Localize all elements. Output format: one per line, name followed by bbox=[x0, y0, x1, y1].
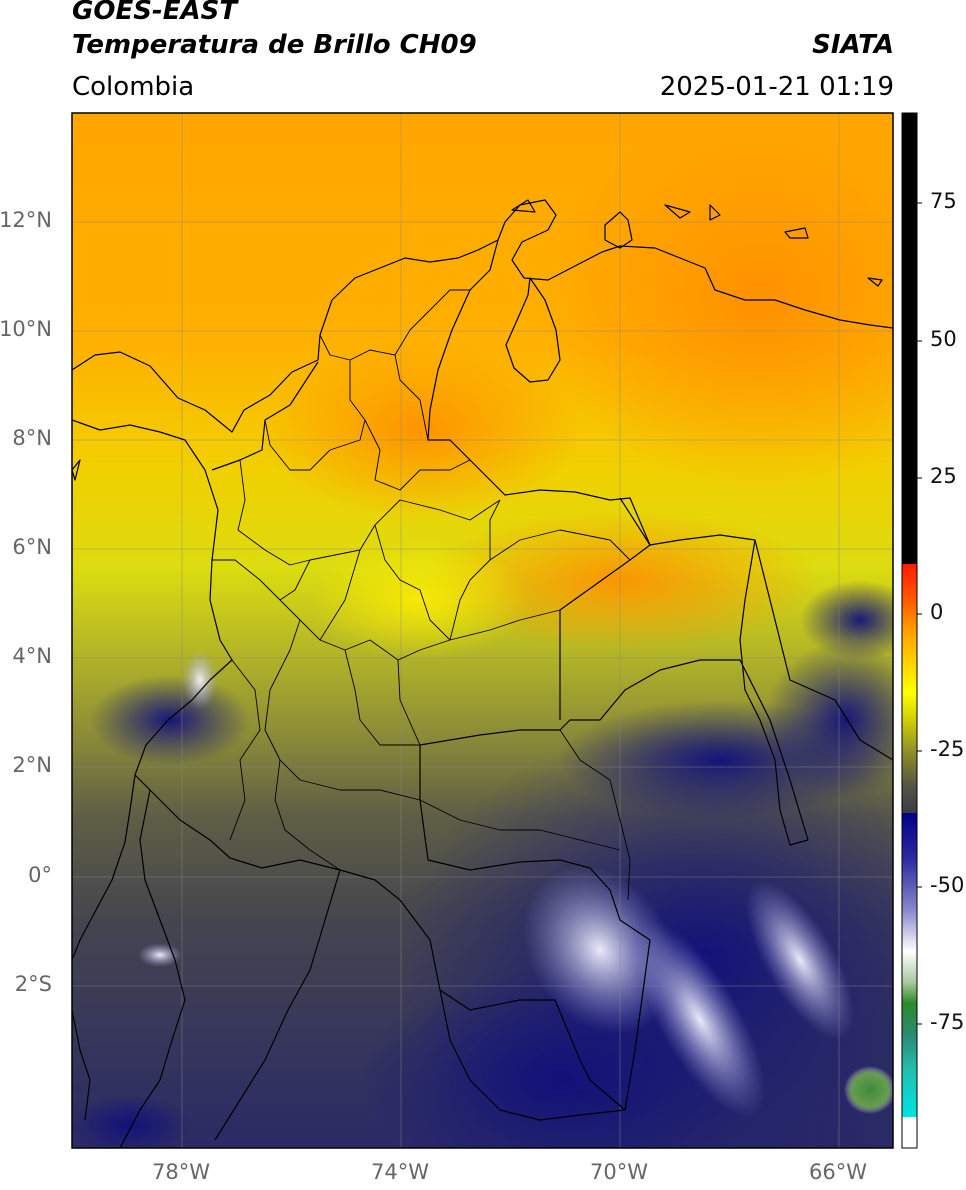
lat-label: 12°N bbox=[0, 208, 52, 232]
datetime-label: 2025-01-21 01:19 bbox=[659, 72, 894, 102]
lon-label: 70°W bbox=[590, 1160, 648, 1184]
colorbar-tick-label: -75 bbox=[930, 1010, 965, 1034]
lat-label: 2°S bbox=[14, 972, 52, 996]
brightness-temperature-field bbox=[72, 113, 893, 1148]
department-borders bbox=[212, 289, 631, 901]
lon-label: 78°W bbox=[152, 1160, 210, 1184]
lat-label: 4°N bbox=[12, 644, 52, 668]
colorbar-tick-label: 25 bbox=[930, 464, 957, 488]
map-gridlines bbox=[72, 113, 893, 1148]
map-frame bbox=[71, 112, 894, 1149]
colorbar-ticks bbox=[917, 202, 922, 1025]
title-line-2: Temperatura de Brillo CH09 bbox=[72, 30, 477, 60]
title-line-1: GOES-EAST bbox=[72, 0, 238, 26]
lat-label: 2°N bbox=[12, 753, 52, 777]
colorbar bbox=[901, 112, 918, 1149]
colorbar-tick-label: -25 bbox=[930, 737, 965, 761]
lat-label: 8°N bbox=[12, 426, 52, 450]
lat-label: 0° bbox=[28, 863, 52, 887]
lon-label: 66°W bbox=[809, 1160, 867, 1184]
colorbar-tick-label: 0 bbox=[930, 600, 944, 624]
lon-label: 74°W bbox=[371, 1160, 429, 1184]
colorbar-tick-label: 50 bbox=[930, 327, 957, 351]
lat-label: 6°N bbox=[12, 535, 52, 559]
colorbar-tick-label: -50 bbox=[930, 873, 965, 897]
colorbar-tick-label: 75 bbox=[930, 189, 957, 213]
region-label: Colombia bbox=[72, 72, 195, 102]
agency-label: SIATA bbox=[812, 30, 894, 60]
lat-label: 10°N bbox=[0, 317, 52, 341]
